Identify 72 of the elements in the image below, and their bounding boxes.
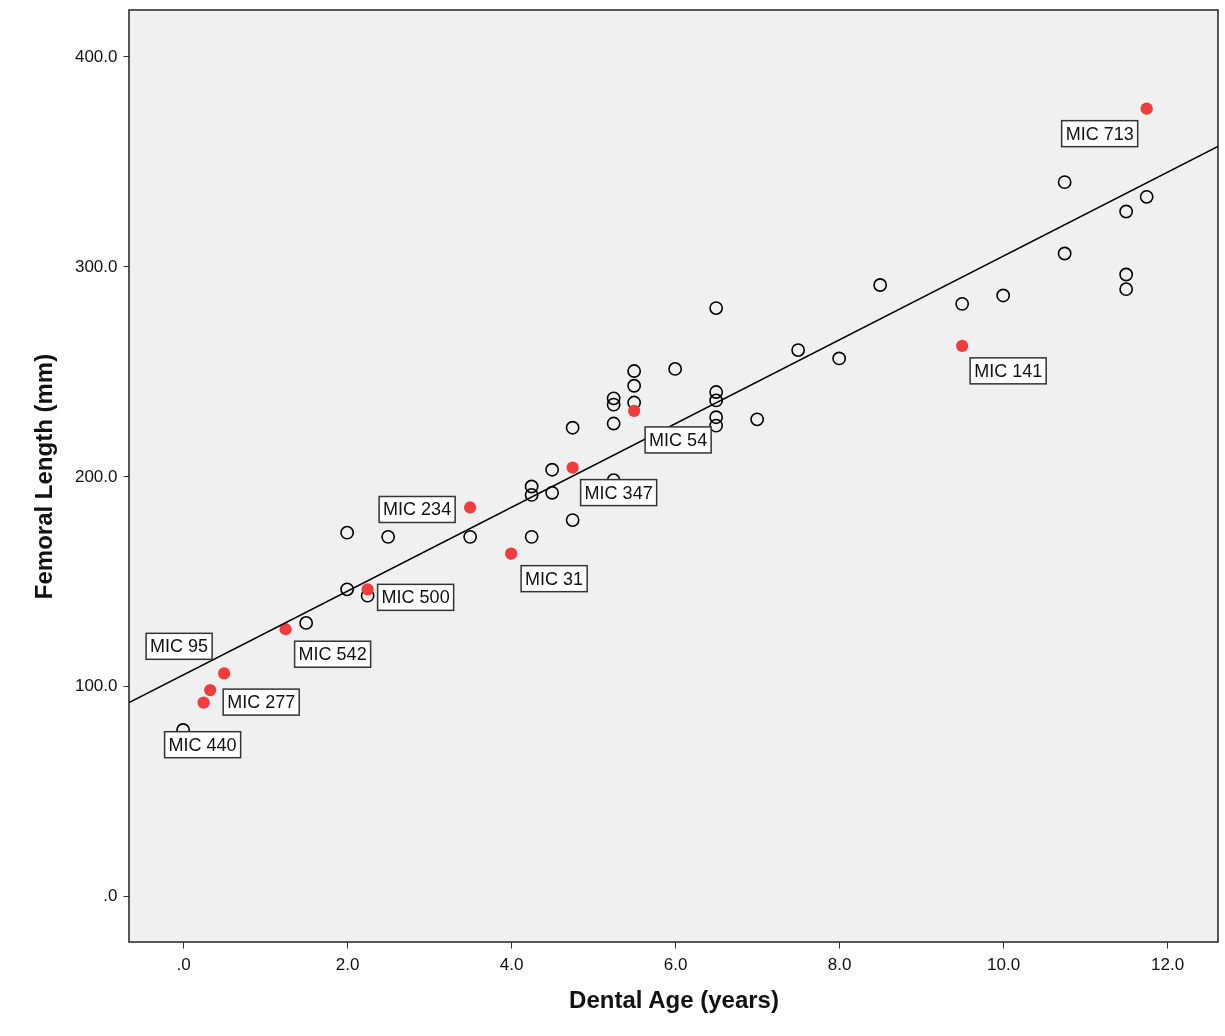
point	[524, 529, 539, 544]
x-tick-label: 6.0	[663, 954, 688, 974]
point	[204, 684, 217, 697]
point	[606, 397, 621, 412]
point	[873, 278, 888, 292]
y-tick-label: 200.0	[74, 466, 118, 486]
point	[628, 404, 641, 418]
point	[464, 501, 477, 514]
point	[956, 339, 969, 352]
point	[606, 416, 621, 431]
y-tick-label: 400.0	[74, 46, 118, 66]
point	[1119, 282, 1134, 297]
point	[750, 412, 765, 427]
point	[709, 418, 724, 433]
annotation: MIC 54	[649, 429, 708, 450]
annotation: MIC 347	[584, 482, 653, 503]
x-tick-label: 12.0	[1151, 954, 1185, 974]
x-tick-label: 8.0	[827, 954, 852, 974]
point	[832, 351, 847, 366]
point	[565, 420, 580, 435]
point	[524, 479, 539, 494]
annotation: MIC 234	[383, 499, 452, 520]
point	[566, 461, 579, 474]
point	[606, 391, 621, 406]
y-tick-label: .0	[103, 886, 118, 906]
point	[709, 410, 724, 425]
point	[545, 485, 560, 500]
point	[709, 301, 724, 315]
point	[218, 667, 231, 680]
point	[709, 385, 724, 399]
x-axis-title: Dental Age (years)	[569, 985, 779, 1013]
y-tick-label: 100.0	[74, 676, 118, 696]
point	[627, 395, 642, 410]
point	[381, 529, 396, 544]
point	[524, 487, 539, 502]
point	[340, 582, 355, 597]
annotation: MIC 500	[381, 587, 450, 608]
annotation: MIC 440	[168, 734, 237, 755]
point	[340, 525, 355, 540]
point	[1119, 204, 1134, 219]
point	[565, 513, 580, 527]
point	[1119, 267, 1134, 282]
annotation: MIC 542	[298, 644, 367, 665]
x-tick-label: .0	[176, 954, 191, 974]
annotation: MIC 141	[974, 360, 1043, 381]
point	[299, 616, 314, 630]
x-tick-label: 2.0	[335, 954, 360, 974]
annotation: MIC 713	[1065, 123, 1134, 144]
point	[709, 393, 724, 408]
point	[955, 296, 970, 311]
point	[668, 362, 683, 376]
y-tick-label: 300.0	[74, 256, 118, 276]
point	[996, 288, 1011, 303]
point	[1057, 246, 1072, 261]
point	[279, 623, 292, 636]
x-tick-label: 4.0	[499, 954, 524, 974]
y-axis-title: Femoral Length (mm)	[29, 353, 57, 600]
point	[197, 696, 210, 709]
point	[505, 547, 518, 560]
point	[545, 462, 560, 477]
annotation: MIC 277	[227, 692, 296, 713]
point	[1140, 102, 1153, 115]
point	[1057, 175, 1072, 190]
point	[627, 364, 642, 378]
point	[791, 343, 806, 357]
annotation: MIC 31	[525, 568, 584, 589]
point	[361, 583, 374, 596]
point	[1139, 189, 1154, 204]
point	[463, 529, 478, 544]
point	[627, 378, 642, 393]
x-tick-label: 10.0	[987, 954, 1021, 974]
annotation: MIC 95	[150, 636, 209, 657]
